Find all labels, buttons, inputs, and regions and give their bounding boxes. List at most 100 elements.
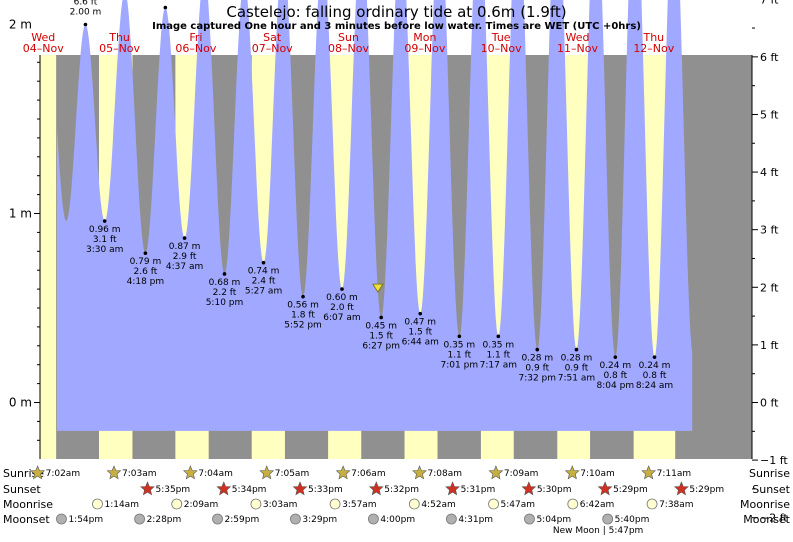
right-tick-label: 7 ft xyxy=(760,0,779,6)
sunset-icon xyxy=(446,482,459,495)
sunrise-time: 7:05am xyxy=(275,469,310,479)
moonset-time: 4:31pm xyxy=(458,515,493,525)
moonrise-icon xyxy=(92,499,102,509)
moonset-icon xyxy=(524,514,534,524)
low-tide-time: 6:44 am xyxy=(402,338,439,348)
moonset-time: 4:00pm xyxy=(380,515,415,525)
low-tide-meters: 0.28 m xyxy=(521,354,553,364)
moonset-icon xyxy=(213,514,223,524)
low-tide-point xyxy=(103,219,107,223)
moonrise-time: 2:09am xyxy=(184,500,219,510)
moonrise-time: 3:03am xyxy=(263,500,298,510)
low-tide-time: 7:01 pm xyxy=(441,360,479,370)
day-date: 11–Nov xyxy=(557,42,598,55)
low-tide-meters: 0.24 m xyxy=(599,361,631,371)
low-tide-time: 8:24 am xyxy=(636,381,673,391)
high-tide-point xyxy=(84,23,88,27)
sunrise-time: 7:11am xyxy=(657,469,692,479)
new-moon-label: New Moon | 5:47pm xyxy=(553,526,643,536)
day-date: 04–Nov xyxy=(23,42,64,55)
low-tide-feet: 0.9 ft xyxy=(565,364,589,374)
day-date: 07–Nov xyxy=(252,42,293,55)
low-tide-meters: 0.56 m xyxy=(287,301,319,311)
low-tide-feet: 1.1 ft xyxy=(486,350,510,360)
high-tide-feet: 6.6 ft xyxy=(74,0,98,8)
low-tide-feet: 2.4 ft xyxy=(252,277,276,287)
moonrise-time: 5:47am xyxy=(501,500,536,510)
moonrise-icon xyxy=(172,499,182,509)
moonrise-icon xyxy=(568,499,578,509)
low-tide-point xyxy=(535,348,539,352)
low-tide-point xyxy=(223,272,227,276)
left-tick-label: 1 m xyxy=(9,207,32,221)
sunset-time: 5:31pm xyxy=(461,485,496,495)
moonset-icon xyxy=(446,514,456,524)
low-tide-meters: 0.45 m xyxy=(365,321,397,331)
sunrise-time: 7:09am xyxy=(504,469,538,479)
low-tide-feet: 1.5 ft xyxy=(408,328,432,338)
sunrise-icon xyxy=(184,466,197,479)
sunrise-time: 7:10am xyxy=(580,469,615,479)
low-tide-meters: 0.87 m xyxy=(169,242,201,252)
sunset-time: 5:29pm xyxy=(613,485,648,495)
low-tide-feet: 1.1 ft xyxy=(447,350,471,360)
low-tide-feet: 0.8 ft xyxy=(603,371,627,381)
sunrise-time: 7:06am xyxy=(351,469,386,479)
moonset-row-label: Moonset xyxy=(3,513,50,526)
sunset-time: 5:30pm xyxy=(537,485,572,495)
moonset-time: 3:29pm xyxy=(302,515,337,525)
low-tide-point xyxy=(653,355,657,359)
low-tide-meters: 0.96 m xyxy=(89,225,121,235)
low-tide-feet: 1.5 ft xyxy=(369,331,393,341)
moonrise-time: 4:52am xyxy=(421,500,456,510)
low-tide-time: 8:04 pm xyxy=(597,381,635,391)
sunset-time: 5:33pm xyxy=(308,485,343,495)
high-tide-meters: 2.00 m xyxy=(70,8,102,18)
low-tide-feet: 0.9 ft xyxy=(525,364,549,374)
low-tide-meters: 0.35 m xyxy=(443,340,475,350)
sunset-icon xyxy=(675,482,688,495)
low-tide-meters: 0.28 m xyxy=(561,354,593,364)
daylight-band xyxy=(40,55,56,459)
low-tide-point xyxy=(497,335,501,339)
low-tide-point xyxy=(183,236,187,240)
sunset-icon xyxy=(293,482,306,495)
sunset-icon xyxy=(141,482,154,495)
sunrise-icon xyxy=(107,466,120,479)
low-tide-time: 5:27 am xyxy=(245,287,282,297)
sunrise-row-label-right: Sunrise xyxy=(749,467,790,480)
day-date: 08–Nov xyxy=(328,42,369,55)
sunrise-time: 7:04am xyxy=(198,469,233,479)
sunset-row-label: Sunset xyxy=(3,483,41,496)
low-tide-meters: 0.60 m xyxy=(326,293,358,303)
low-tide-point xyxy=(262,261,266,265)
day-date: 05–Nov xyxy=(99,42,140,55)
sunset-time: 5:29pm xyxy=(689,485,724,495)
right-tick-label: 6 ft xyxy=(760,51,779,64)
sunset-icon xyxy=(522,482,535,495)
sunrise-time: 7:03am xyxy=(122,469,157,479)
low-tide-feet: 2.0 ft xyxy=(330,303,354,313)
low-tide-feet: 3.1 ft xyxy=(93,235,117,245)
moonset-icon xyxy=(135,514,145,524)
low-tide-time: 6:27 pm xyxy=(362,341,400,351)
low-tide-meters: 0.74 m xyxy=(248,267,280,277)
sunrise-icon xyxy=(489,466,502,479)
moonset-icon xyxy=(290,514,300,524)
low-tide-point xyxy=(614,355,618,359)
day-date: 12–Nov xyxy=(633,42,674,55)
sunrise-icon xyxy=(260,466,273,479)
moonrise-time: 6:42am xyxy=(580,500,615,510)
moonrise-time: 3:57am xyxy=(342,500,377,510)
day-date: 10–Nov xyxy=(481,42,522,55)
low-tide-time: 7:17 am xyxy=(480,360,517,370)
low-tide-meters: 0.35 m xyxy=(482,340,514,350)
moonrise-icon xyxy=(251,499,261,509)
sunset-icon xyxy=(217,482,230,495)
right-tick-label: 2 ft xyxy=(760,281,779,294)
chart-title: Castelejo: falling ordinary tide at 0.6m… xyxy=(226,3,566,21)
chart-subtitle: Image captured One hour and 3 minutes be… xyxy=(152,21,641,32)
day-header: Wed04–NovThu05–NovFri06–NovSat07–NovSun0… xyxy=(23,31,675,55)
low-tide-point xyxy=(340,287,344,291)
